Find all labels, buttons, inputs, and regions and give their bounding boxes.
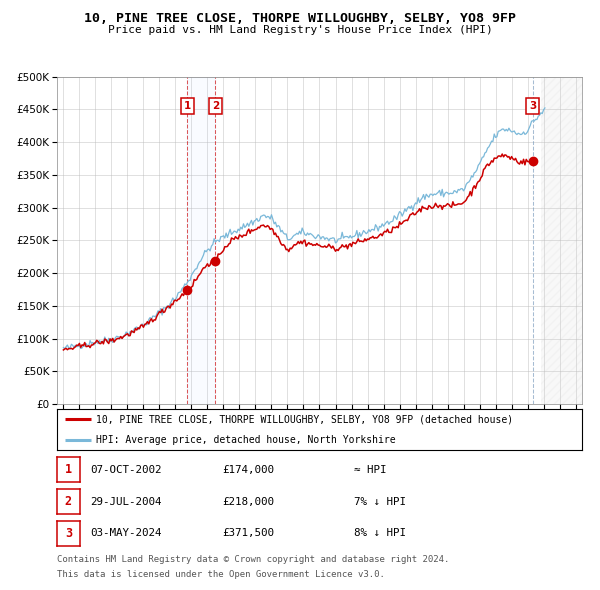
Text: 7% ↓ HPI: 7% ↓ HPI — [354, 497, 406, 507]
Text: Contains HM Land Registry data © Crown copyright and database right 2024.: Contains HM Land Registry data © Crown c… — [57, 555, 449, 563]
Text: 29-JUL-2004: 29-JUL-2004 — [90, 497, 161, 507]
Text: 2: 2 — [65, 495, 72, 508]
Text: £371,500: £371,500 — [222, 529, 274, 539]
Bar — [187, 77, 215, 404]
Text: 3: 3 — [65, 527, 72, 540]
Text: 2: 2 — [212, 101, 219, 111]
Text: £218,000: £218,000 — [222, 497, 274, 507]
Text: ≈ HPI: ≈ HPI — [354, 465, 386, 475]
Text: 3: 3 — [529, 101, 536, 111]
Text: £174,000: £174,000 — [222, 465, 274, 475]
Text: This data is licensed under the Open Government Licence v3.0.: This data is licensed under the Open Gov… — [57, 570, 385, 579]
Text: 8% ↓ HPI: 8% ↓ HPI — [354, 529, 406, 539]
Text: 1: 1 — [184, 101, 191, 111]
Text: HPI: Average price, detached house, North Yorkshire: HPI: Average price, detached house, Nort… — [97, 435, 396, 444]
Text: 07-OCT-2002: 07-OCT-2002 — [90, 465, 161, 475]
Text: Price paid vs. HM Land Registry's House Price Index (HPI): Price paid vs. HM Land Registry's House … — [107, 25, 493, 35]
Text: 1: 1 — [65, 463, 72, 476]
Bar — [541, 77, 582, 404]
Text: 10, PINE TREE CLOSE, THORPE WILLOUGHBY, SELBY, YO8 9FP: 10, PINE TREE CLOSE, THORPE WILLOUGHBY, … — [84, 12, 516, 25]
Text: 10, PINE TREE CLOSE, THORPE WILLOUGHBY, SELBY, YO8 9FP (detached house): 10, PINE TREE CLOSE, THORPE WILLOUGHBY, … — [97, 415, 514, 424]
Text: 03-MAY-2024: 03-MAY-2024 — [90, 529, 161, 539]
